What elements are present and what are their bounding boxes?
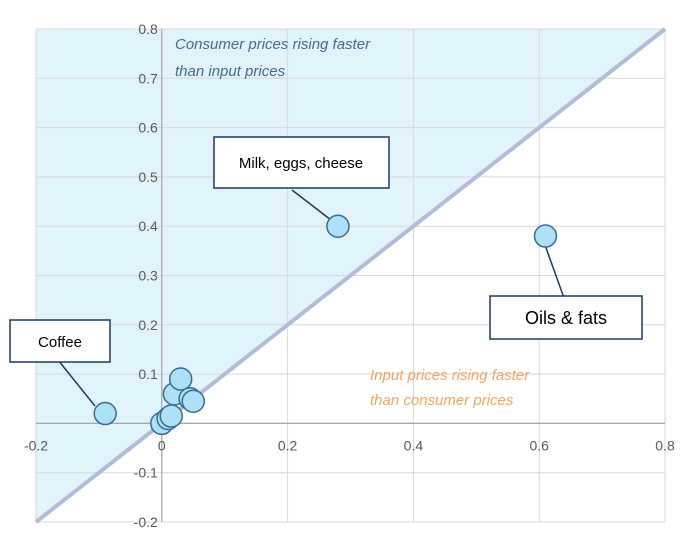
x-tick-label: 0.8 [655, 437, 675, 453]
milk-label: Milk, eggs, cheese [239, 155, 363, 172]
x-tick-label: 0 [158, 437, 166, 453]
x-tick-label: -0.2 [24, 437, 48, 453]
y-tick-label: -0.2 [134, 514, 158, 530]
y-tick-label: 0.8 [138, 21, 158, 37]
lower-region-annotation-line1: Input prices rising faster [370, 367, 530, 384]
y-tick-label: 0.2 [138, 317, 158, 333]
data-point [533, 224, 558, 248]
data-point [159, 404, 183, 428]
x-tick-label: 0.4 [404, 437, 424, 453]
y-tick-label: 0.6 [138, 120, 158, 136]
data-point [181, 389, 205, 413]
y-tick-label: 0.7 [138, 70, 158, 86]
milk-callout-connector [291, 189, 332, 221]
oils-label: Oils & fats [525, 308, 607, 328]
x-tick-label: 0.6 [529, 437, 549, 453]
coffee-callout-connector [57, 359, 96, 407]
y-tick-label: 0.4 [138, 218, 158, 234]
x-tick-label: 0.2 [278, 437, 298, 453]
y-tick-label: 0.5 [138, 169, 158, 185]
milk-callout-box [213, 136, 390, 189]
y-tick-label: 0.1 [138, 366, 158, 382]
coffee-callout-box [9, 319, 111, 363]
data-point [168, 367, 193, 391]
axis-layer: -0.200.20.40.60.8-0.2-0.100.10.20.30.40.… [24, 21, 675, 530]
data-point [326, 214, 350, 238]
oils-callout-connector [544, 244, 565, 299]
coffee-label: Coffee [38, 334, 82, 351]
reference-line-layer [34, 27, 667, 524]
y-tick-label: -0.1 [134, 465, 158, 481]
reference-line-y-equals-x [34, 27, 667, 524]
annotation-layer: Consumer prices rising faster than input… [175, 36, 530, 409]
callout-layer: Coffee Milk, eggs, cheese Oils & fats [9, 136, 643, 407]
point-layer [93, 214, 558, 436]
y-tick-label: 0.3 [138, 268, 158, 284]
upper-region-annotation-line1: Consumer prices rising faster [175, 36, 371, 53]
data-point [93, 401, 117, 426]
upper-region-annotation-line2: than input prices [175, 63, 286, 80]
lower-region-annotation-line2: than consumer prices [370, 392, 514, 409]
oils-callout-box [489, 295, 643, 340]
